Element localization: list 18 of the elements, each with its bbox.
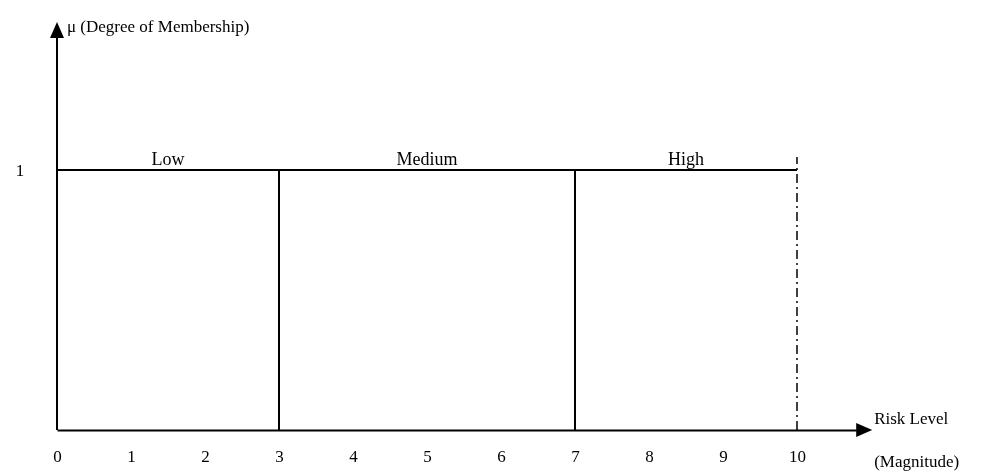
- x-tick-label: 6: [497, 447, 506, 467]
- x-tick-label: 1: [127, 447, 136, 467]
- x-axis-title: Risk Level: [874, 409, 949, 428]
- series-label: Medium: [396, 149, 458, 169]
- x-tick-label: 9: [719, 447, 728, 467]
- x-tick-label: 10: [789, 447, 806, 467]
- x-tick-label: 2: [201, 447, 210, 467]
- text: 1: [15, 161, 25, 180]
- x-tick-label: 7: [571, 447, 581, 467]
- text: μ (Degree of Membership): [67, 17, 250, 36]
- series-label: Low: [151, 149, 185, 169]
- series-label: High: [668, 149, 704, 169]
- text: (Magnitude): [874, 452, 960, 471]
- x-tick-label: 3: [275, 447, 284, 467]
- x-tick-label: 0: [53, 447, 62, 467]
- x-tick-label: 5: [423, 447, 432, 467]
- x-tick-label: 4: [349, 447, 359, 467]
- x-tick-label: 8: [645, 447, 654, 467]
